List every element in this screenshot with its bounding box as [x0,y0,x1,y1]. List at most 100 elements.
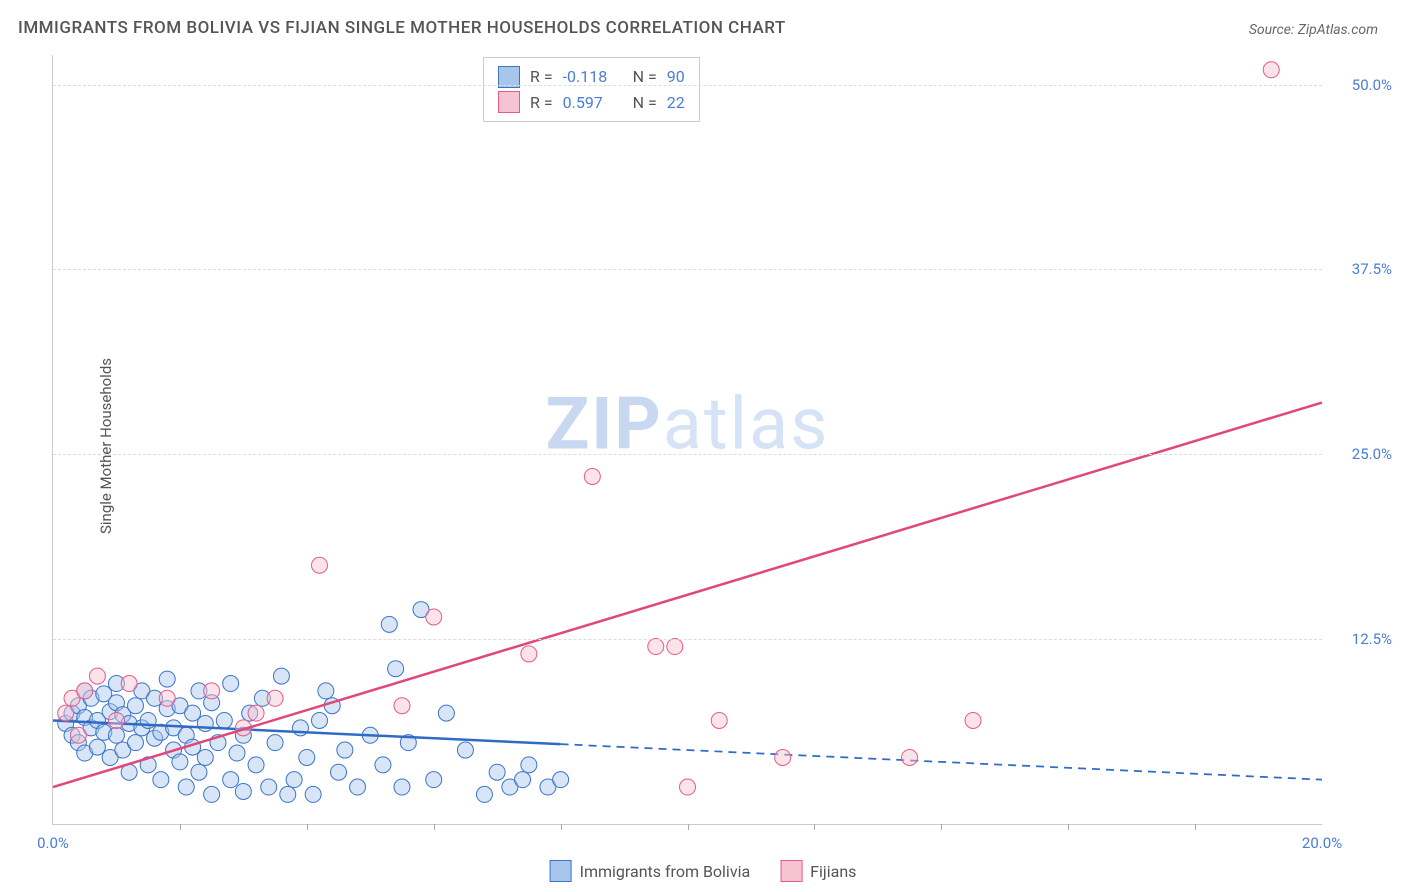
scatter-point [89,668,105,684]
scatter-point [584,468,600,484]
n-value-2: 22 [667,90,685,116]
scatter-point [216,712,232,728]
scatter-point [394,779,410,795]
x-tick-mark [180,824,181,830]
trend-line-dashed [561,744,1322,779]
scatter-point [223,676,239,692]
series-legend: Immigrants from Bolivia Fijians [550,860,857,882]
scatter-point [394,698,410,714]
scatter-point [153,772,169,788]
scatter-point [426,772,442,788]
scatter-point [159,690,175,706]
scatter-point [331,764,347,780]
scatter-point [267,735,283,751]
y-tick-label: 37.5% [1332,260,1392,278]
plot-area: ZIPatlas R = -0.118 N = 90 R = 0.597 N =… [52,55,1322,825]
scatter-point [127,698,143,714]
n-label: N = [633,64,657,90]
scatter-point [489,764,505,780]
scatter-point [965,712,981,728]
scatter-point [261,779,277,795]
scatter-point [248,757,264,773]
swatch-series-2 [498,91,520,113]
scatter-point [1263,62,1279,78]
swatch-bottom-1 [550,860,572,882]
scatter-point [515,772,531,788]
scatter-point [273,668,289,684]
trend-line-solid [53,403,1322,788]
scatter-point [648,639,664,655]
scatter-point [521,646,537,662]
grid-line [53,454,1322,455]
scatter-point [121,676,137,692]
y-tick-label: 12.5% [1332,630,1392,648]
source-name: ZipAtlas.com [1298,22,1378,38]
x-tick-mark [561,824,562,830]
scatter-point [108,727,124,743]
scatter-point [191,764,207,780]
scatter-point [680,779,696,795]
source-prefix: Source: [1249,22,1298,38]
scatter-point [388,661,404,677]
x-tick-mark [814,824,815,830]
x-tick-mark [307,824,308,830]
scatter-point [902,749,918,765]
scatter-point [375,757,391,773]
scatter-point [248,705,264,721]
r-label: R = [530,90,553,116]
x-tick-mark [1068,824,1069,830]
scatter-point [223,772,239,788]
x-tick-mark [688,824,689,830]
scatter-point [70,727,86,743]
scatter-point [127,735,143,751]
scatter-point [311,712,327,728]
scatter-point [89,739,105,755]
swatch-bottom-2 [780,860,802,882]
scatter-point [229,745,245,761]
scatter-point [711,712,727,728]
scatter-point [159,671,175,687]
scatter-point [286,772,302,788]
scatter-point [667,639,683,655]
stats-row-series-2: R = 0.597 N = 22 [498,90,685,116]
scatter-point [178,779,194,795]
scatter-point [775,749,791,765]
scatter-point [318,683,334,699]
scatter-point [235,783,251,799]
scatter-point [476,786,492,802]
plot-svg [53,55,1322,824]
stats-legend: R = -0.118 N = 90 R = 0.597 N = 22 [483,57,700,122]
x-tick-mark [434,824,435,830]
scatter-point [521,757,537,773]
scatter-point [381,616,397,632]
grid-line [53,269,1322,270]
legend-item-2: Fijians [780,860,856,882]
legend-label-1: Immigrants from Bolivia [580,862,751,881]
r-value-1: -0.118 [563,64,623,90]
scatter-point [172,754,188,770]
scatter-point [108,712,124,728]
scatter-point [280,786,296,802]
legend-item-1: Immigrants from Bolivia [550,860,751,882]
x-tick-mark [1195,824,1196,830]
y-tick-label: 50.0% [1332,76,1392,94]
n-value-1: 90 [667,64,685,90]
scatter-point [204,683,220,699]
scatter-point [553,772,569,788]
scatter-point [77,683,93,699]
x-tick-mark [941,824,942,830]
scatter-point [267,690,283,706]
scatter-point [337,742,353,758]
scatter-point [204,786,220,802]
scatter-point [305,786,321,802]
grid-line [53,85,1322,86]
scatter-point [426,609,442,625]
y-tick-label: 25.0% [1332,445,1392,463]
r-label: R = [530,64,553,90]
stats-row-series-1: R = -0.118 N = 90 [498,64,685,90]
scatter-point [438,705,454,721]
legend-label-2: Fijians [810,862,856,881]
scatter-point [299,749,315,765]
scatter-point [58,705,74,721]
source-attribution: Source: ZipAtlas.com [1249,22,1378,38]
